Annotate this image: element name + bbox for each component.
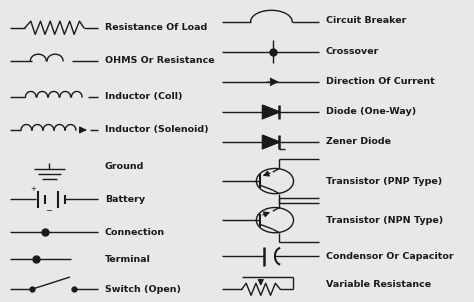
Text: Variable Resistance: Variable Resistance — [326, 280, 431, 289]
Text: Diode (One-Way): Diode (One-Way) — [326, 108, 416, 116]
Text: −: − — [45, 206, 52, 215]
Text: Transistor (PNP Type): Transistor (PNP Type) — [326, 177, 442, 185]
Text: Ground: Ground — [105, 162, 144, 171]
Text: Connection: Connection — [105, 228, 165, 237]
Text: Battery: Battery — [105, 194, 145, 204]
Text: Resistance Of Load: Resistance Of Load — [105, 23, 207, 32]
Text: Direction Of Current: Direction Of Current — [326, 77, 435, 86]
Text: Zener Diode: Zener Diode — [326, 137, 391, 146]
Text: Circuit Breaker: Circuit Breaker — [326, 16, 406, 25]
Text: OHMS Or Resistance: OHMS Or Resistance — [105, 56, 214, 65]
Polygon shape — [263, 135, 279, 149]
Text: Inductor (Solenoid): Inductor (Solenoid) — [105, 125, 208, 134]
Text: Inductor (Coll): Inductor (Coll) — [105, 92, 182, 101]
Text: Transistor (NPN Type): Transistor (NPN Type) — [326, 216, 443, 225]
Text: Terminal: Terminal — [105, 255, 151, 264]
Text: Condensor Or Capacitor: Condensor Or Capacitor — [326, 252, 454, 261]
Text: Switch (Open): Switch (Open) — [105, 285, 181, 294]
Polygon shape — [263, 105, 279, 118]
Text: +: + — [30, 186, 36, 191]
Text: Crossover: Crossover — [326, 47, 379, 56]
